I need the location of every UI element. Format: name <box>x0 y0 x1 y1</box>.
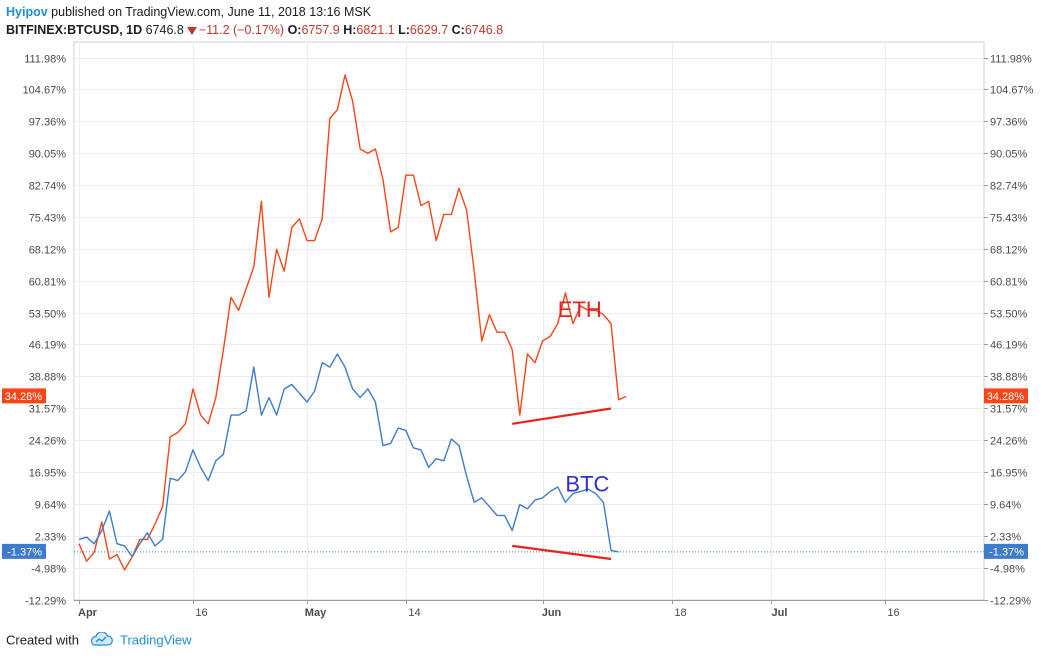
symbol-info: BITFINEX:BTCUSD, 1D 6746.8 −11.2 (−0.17%)… <box>6 22 503 38</box>
plot-area <box>73 41 985 601</box>
close-value: 6746.8 <box>464 23 504 37</box>
created-with-text: Created with <box>6 632 79 648</box>
y-tick-label-right: 24.26% <box>990 436 1028 448</box>
x-tick-label: 18 <box>674 607 686 619</box>
y-tick-label-left: 46.19% <box>29 340 67 352</box>
y-tick-label-right: 53.50% <box>990 309 1028 321</box>
price-change: −11.2 (−0.17%) <box>198 23 285 37</box>
x-tick-label: Apr <box>78 607 98 619</box>
y-tick-label-right: 38.88% <box>990 372 1028 384</box>
x-tick-label: Jul <box>772 607 788 619</box>
y-tick-label-right: 9.64% <box>990 500 1021 512</box>
y-tick-label-right: 82.74% <box>990 181 1028 193</box>
annotation-btc: BTC <box>565 471 609 496</box>
symbol-label: BITFINEX:BTCUSD, 1D <box>6 23 143 37</box>
open-value: 6757.9 <box>301 23 340 37</box>
y-tick-label-right: 104.67% <box>990 85 1034 97</box>
high-label: H: <box>343 23 357 37</box>
y-tick-label-left: 90.05% <box>29 149 67 161</box>
y-tick-label-right: 16.95% <box>990 468 1028 480</box>
publish-text: published on TradingView.com, June 11, 2… <box>51 5 372 19</box>
y-tick-label-left: -4.98% <box>31 564 66 576</box>
last-value-badge-btc-right <box>984 543 1028 559</box>
y-tick-label-left: 16.95% <box>29 468 67 480</box>
y-tick-label-left: 2.33% <box>35 532 66 544</box>
y-tick-label-left: 104.67% <box>23 85 67 97</box>
down-triangle-icon <box>186 26 197 35</box>
y-tick-label-right: -12.29% <box>990 596 1031 608</box>
tradingview-cloud-icon <box>89 631 113 650</box>
tradingview-link[interactable]: TradingView <box>120 632 192 648</box>
y-tick-label-left: 38.88% <box>29 372 67 384</box>
annotation-eth: ETH <box>558 297 602 322</box>
last-value-label-btc-right: -1.37% <box>989 546 1024 558</box>
y-tick-label-right: 111.98% <box>990 54 1032 66</box>
y-tick-label-left: 31.57% <box>29 404 67 416</box>
author-name[interactable]: Hyipov <box>6 5 48 19</box>
series-line-eth <box>78 74 627 571</box>
trend-line-eth <box>512 407 612 425</box>
x-tick-label: Jun <box>542 607 562 619</box>
publish-info: Hyipov published on TradingView.com, Jun… <box>6 4 371 20</box>
last-value-badge-eth-right <box>984 388 1028 404</box>
y-tick-label-right: 60.81% <box>990 277 1028 289</box>
open-label: O: <box>287 23 302 37</box>
low-label: L: <box>398 23 410 37</box>
y-tick-label-left: 82.74% <box>29 181 67 193</box>
x-tick-label: 16 <box>887 607 899 619</box>
last-value-badge-eth-left <box>2 388 46 404</box>
last-price: 6746.8 <box>145 23 184 37</box>
x-tick-label: 16 <box>195 607 207 619</box>
x-tick-label: 14 <box>408 607 420 619</box>
last-value-label-eth-right: 34.28% <box>987 391 1025 403</box>
close-label: C: <box>451 23 465 37</box>
trend-line-btc <box>512 544 612 561</box>
y-tick-label-left: 75.43% <box>29 213 67 225</box>
last-value-label-eth-left: 34.28% <box>5 391 43 403</box>
series-line-btc <box>78 353 619 558</box>
y-tick-label-left: 68.12% <box>29 245 67 257</box>
price-chart[interactable]: 111.98% 111.98% 104.67% 104.67% 97.36% 97.36%… <box>0 0 1057 625</box>
y-tick-label-right: 31.57% <box>990 404 1028 416</box>
y-tick-label-right: 75.43% <box>990 213 1028 225</box>
y-tick-label-left: 53.50% <box>29 309 67 321</box>
y-tick-label-right: 46.19% <box>990 340 1028 352</box>
y-tick-label-left: 9.64% <box>35 500 66 512</box>
y-tick-label-left: -12.29% <box>25 596 66 608</box>
y-tick-label-right: 2.33% <box>990 532 1021 544</box>
y-tick-label-right: 97.36% <box>990 117 1028 129</box>
y-tick-label-left: 24.26% <box>29 436 67 448</box>
y-tick-label-left: 111.98% <box>24 54 66 66</box>
low-value: 6629.7 <box>409 23 449 37</box>
last-value-label-btc-left: -1.37% <box>7 546 42 558</box>
y-tick-label-right: 90.05% <box>990 149 1028 161</box>
y-tick-label-right: 68.12% <box>990 245 1028 257</box>
footer: Created with TradingView <box>6 631 192 650</box>
y-tick-label-left: 97.36% <box>29 117 67 129</box>
high-value: 6821.1 <box>356 23 395 37</box>
y-tick-label-right: -4.98% <box>990 564 1025 576</box>
y-tick-label-left: 60.81% <box>29 277 67 289</box>
x-tick-label: May <box>305 607 327 619</box>
last-value-badge-btc-left <box>2 543 46 559</box>
